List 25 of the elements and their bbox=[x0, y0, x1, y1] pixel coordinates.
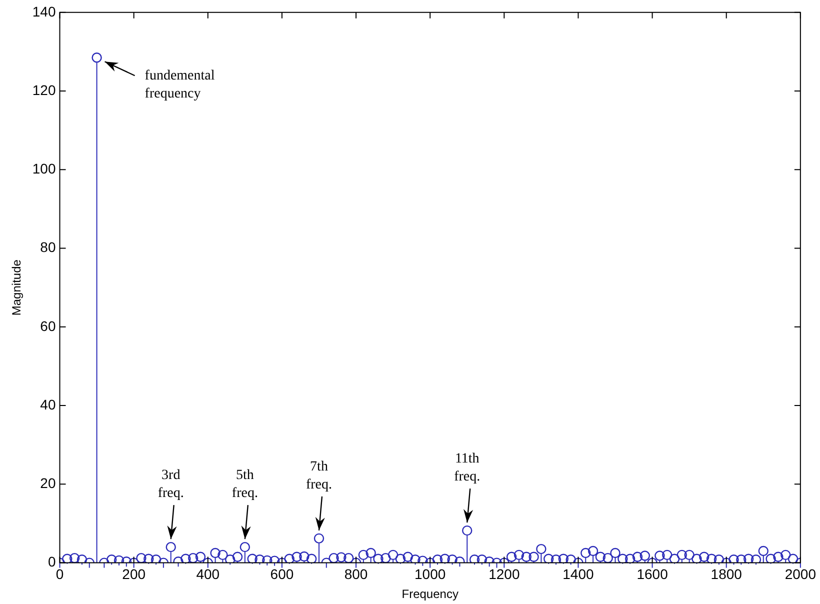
x-tick-label: 1000 bbox=[414, 566, 446, 582]
x-tick-label: 1200 bbox=[488, 566, 520, 582]
y-tick-label: 120 bbox=[32, 82, 56, 98]
y-tick-label: 40 bbox=[40, 396, 56, 412]
annotation: fundemental frequency bbox=[144, 68, 215, 102]
x-tick-label: 2000 bbox=[784, 566, 816, 582]
x-tick-label: 200 bbox=[122, 566, 146, 582]
y-axis-title: Magnitude bbox=[10, 259, 24, 316]
y-tick-label: 0 bbox=[48, 554, 56, 570]
annotation: 11th freq. bbox=[454, 452, 480, 485]
y-tick-label: 60 bbox=[40, 318, 56, 334]
annotation: 3rd freq. bbox=[158, 468, 184, 502]
x-tick-label: 1800 bbox=[710, 566, 742, 582]
y-tick-label: 100 bbox=[32, 160, 56, 177]
y-tick-label: 140 bbox=[32, 3, 56, 20]
y-tick-label: 80 bbox=[40, 239, 56, 256]
x-axis-title: Frequency bbox=[402, 587, 458, 602]
x-tick-label: 400 bbox=[196, 566, 220, 582]
x-tick-label: 800 bbox=[344, 566, 368, 582]
annotation: 5th freq. bbox=[232, 468, 258, 502]
y-tick-label: 20 bbox=[40, 475, 56, 492]
x-tick-label: 600 bbox=[270, 566, 294, 582]
x-tick-label: 1400 bbox=[562, 566, 594, 582]
x-tick-label: 1600 bbox=[636, 566, 668, 582]
annotation: 7th freq. bbox=[306, 459, 332, 492]
